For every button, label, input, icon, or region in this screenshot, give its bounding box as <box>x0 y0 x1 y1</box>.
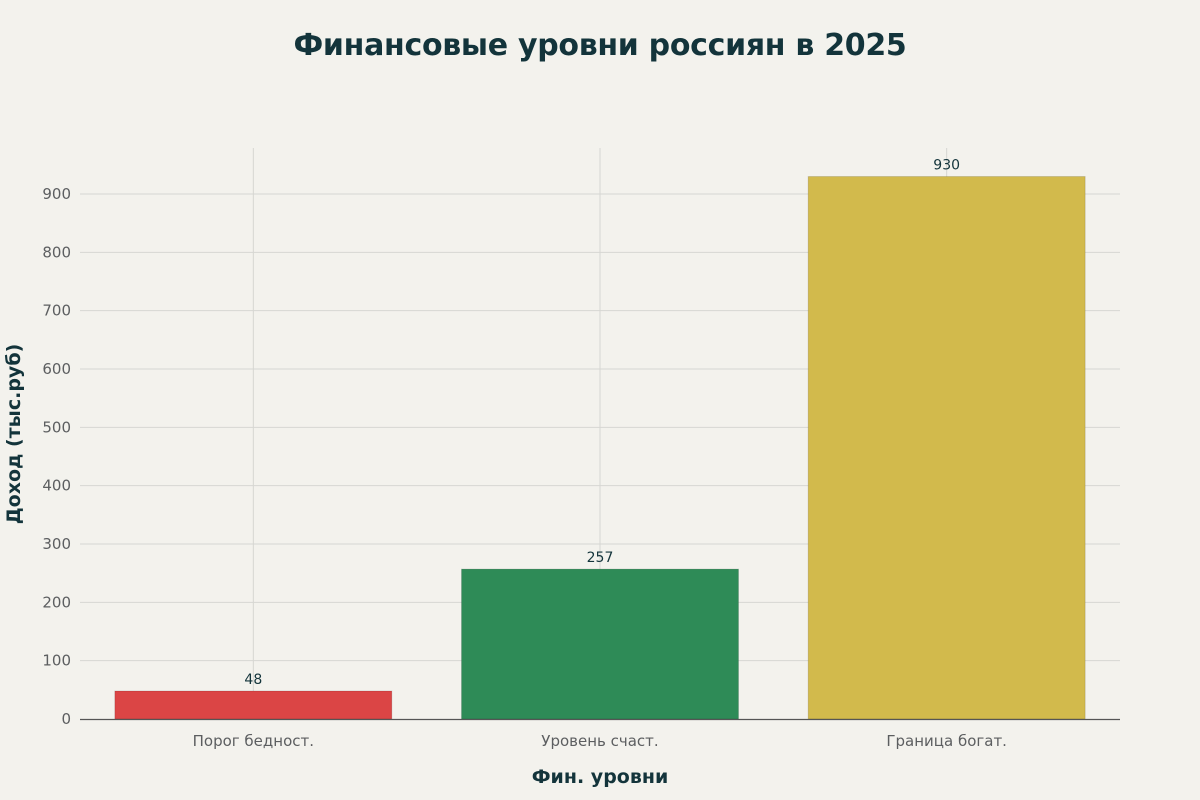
y-tick-label: 400 <box>42 477 71 495</box>
chart-title: Финансовые уровни россиян в 2025 <box>293 28 907 63</box>
y-tick-label: 700 <box>42 302 71 320</box>
y-tick-label: 100 <box>42 652 71 670</box>
x-tick-label: Порог бедност. <box>193 732 314 750</box>
y-tick-label: 600 <box>42 360 71 378</box>
y-tick-label: 0 <box>61 710 71 728</box>
x-tick-label: Граница богат. <box>886 732 1007 750</box>
y-tick-label: 500 <box>42 418 71 436</box>
bar <box>807 176 1086 720</box>
bar <box>461 568 739 720</box>
bar-value-label: 257 <box>587 550 614 566</box>
bar <box>114 690 393 720</box>
y-tick-label: 300 <box>42 535 71 553</box>
x-tick-label: Уровень счаст. <box>541 732 658 750</box>
bar-value-label: 930 <box>933 158 960 174</box>
y-tick-label: 200 <box>42 593 71 611</box>
y-tick-label: 900 <box>42 185 71 203</box>
bar-value-label: 48 <box>244 672 262 688</box>
y-tick-label: 800 <box>42 243 71 261</box>
x-axis-title: Фин. уровни <box>531 766 669 788</box>
